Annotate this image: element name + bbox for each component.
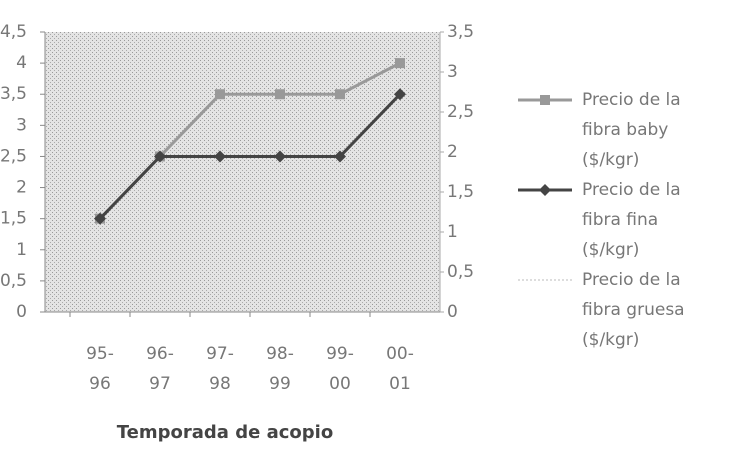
y-tick-label: 4 [16, 53, 27, 73]
y-tick-label: 2,5 [0, 146, 27, 166]
y-tick-label: 1,5 [0, 209, 27, 229]
y2-tick-label: 1,5 [447, 182, 474, 202]
y2-tick-label: 3 [447, 62, 458, 82]
point-marker [335, 89, 345, 100]
y2-tick-label: 2 [447, 142, 458, 162]
x-tick-label: 98-99 [266, 344, 294, 394]
x-tick-label: 97-98 [206, 344, 234, 394]
y2-tick-label: 3,5 [447, 22, 474, 42]
y-tick-label: 1 [16, 240, 27, 260]
point-marker [154, 150, 166, 163]
legend-label: Precio de la fibra gruesa ($/kgr) [582, 270, 685, 350]
x-tick-label: 99-00 [326, 344, 354, 394]
y-tick-label: 0 [16, 302, 27, 322]
legend-marker [539, 184, 551, 196]
plot-area [45, 32, 440, 312]
y-tick-label: 2 [16, 178, 27, 198]
point-marker [274, 150, 286, 163]
series-line [98, 93, 402, 220]
y2-tick-label: 0,5 [447, 262, 474, 282]
y-tick-label: 3 [16, 115, 27, 135]
legend-label: Precio de la fibra baby ($/kgr) [582, 90, 681, 170]
y2-tick-label: 0 [447, 302, 458, 322]
y-tick-label: 4,5 [0, 22, 27, 42]
point-marker [334, 150, 346, 163]
x-axis-title: Temporada de acopio [117, 422, 333, 443]
legend-label: Precio de la fibra fina ($/kgr) [582, 180, 681, 260]
x-tick-label: 95-96 [86, 344, 114, 394]
point-marker [215, 89, 225, 100]
y2-tick-label: 1 [447, 222, 458, 242]
legend-marker [540, 95, 550, 105]
point-marker [394, 88, 406, 101]
y-tick-label: 3,5 [0, 84, 27, 104]
point-marker [94, 212, 106, 225]
point-marker [214, 150, 226, 163]
x-tick-label: 96-97 [146, 344, 174, 394]
x-tick-label: 00-01 [386, 344, 414, 394]
point-marker [395, 58, 405, 69]
y2-tick-label: 2,5 [447, 102, 474, 122]
y-tick-label: 0,5 [0, 271, 27, 291]
point-marker [275, 89, 285, 100]
